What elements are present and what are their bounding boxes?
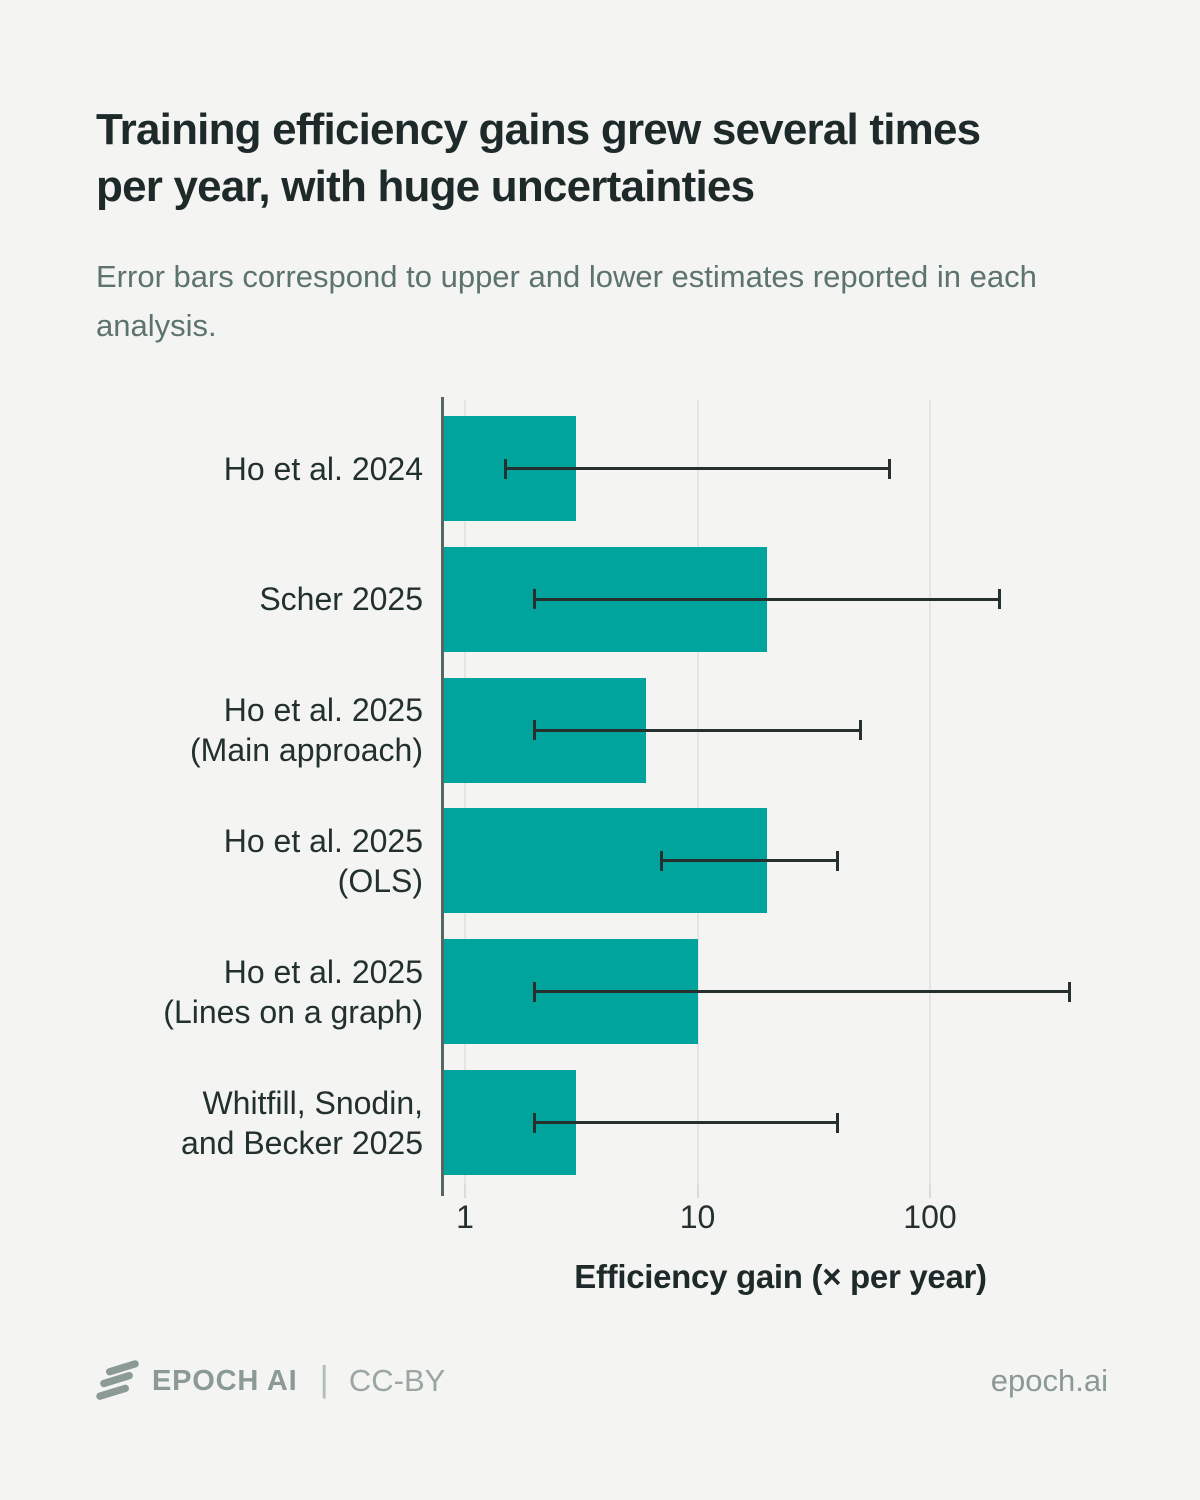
category-label: Ho et al. 2024 — [78, 449, 423, 489]
error-bar — [534, 728, 860, 732]
category-label: Ho et al. 2025 (Main approach) — [78, 690, 423, 770]
page-title: Training efficiency gains grew several t… — [96, 105, 981, 211]
error-bar — [534, 1121, 838, 1124]
error-bar-cap — [533, 720, 537, 741]
footer-license: CC-BY — [348, 1363, 446, 1398]
footer: EPOCH AI | CC-BY epoch.ai — [96, 1356, 1108, 1406]
category-label-line: Ho et al. 2025 — [223, 822, 423, 859]
error-bar-cap — [835, 850, 839, 871]
category-label-line: and Becker 2025 — [181, 1124, 423, 1161]
category-label-line: Ho et al. 2025 — [223, 953, 423, 990]
plot-area — [441, 397, 1120, 1198]
error-bar-cap — [858, 720, 862, 741]
category-label-line: Scher 2025 — [259, 581, 423, 618]
category-label-line: Ho et al. 2024 — [223, 450, 423, 487]
category-label-line: Whitfill, Snodin, — [202, 1084, 423, 1121]
gridline-10 — [696, 400, 699, 1185]
x-tick-label: 1 — [456, 1199, 474, 1235]
category-label-line: (OLS) — [337, 862, 423, 899]
footer-brand: EPOCH AI — [152, 1364, 298, 1397]
category-label-line: (Lines on a graph) — [163, 993, 423, 1030]
error-bar-cap — [888, 458, 892, 479]
category-label-line: (Main approach) — [190, 732, 423, 769]
error-bar — [661, 859, 838, 863]
error-bar-cap — [533, 589, 537, 610]
y-axis-line — [441, 397, 444, 1196]
x-tick-label: 10 — [679, 1199, 716, 1235]
category-label: Ho et al. 2025 (OLS) — [78, 821, 423, 901]
footer-site-link[interactable]: epoch.ai — [990, 1363, 1108, 1398]
error-bar-cap — [533, 1112, 537, 1133]
x-tick-mark — [464, 1185, 466, 1198]
epoch-slashes-icon — [96, 1359, 139, 1400]
error-bar-cap — [533, 981, 537, 1002]
category-label: Ho et al. 2025 (Lines on a graph) — [78, 952, 423, 1032]
gridline-100 — [929, 400, 931, 1185]
gridline-1 — [464, 400, 466, 1185]
x-tick-label: 100 — [903, 1199, 957, 1235]
error-bar-cap — [1068, 981, 1072, 1002]
error-bar-cap — [835, 1112, 839, 1133]
x-tick-mark — [696, 1185, 699, 1198]
error-bar — [505, 467, 890, 470]
x-axis-title: Efficiency gain (× per year) — [574, 1258, 987, 1295]
category-label: Whitfill, Snodin, and Becker 2025 — [78, 1083, 423, 1163]
error-bar-cap — [998, 589, 1002, 610]
subtitle: Error bars correspond to upper and lower… — [96, 259, 1037, 343]
error-bar — [534, 597, 1000, 601]
error-bar — [534, 990, 1070, 994]
category-label: Scher 2025 — [78, 579, 423, 619]
x-tick-mark — [929, 1185, 931, 1198]
footer-separator: | — [319, 1358, 329, 1399]
error-bar-cap — [504, 458, 508, 479]
error-bar-cap — [659, 850, 663, 871]
category-label-line: Ho et al. 2025 — [223, 692, 423, 729]
